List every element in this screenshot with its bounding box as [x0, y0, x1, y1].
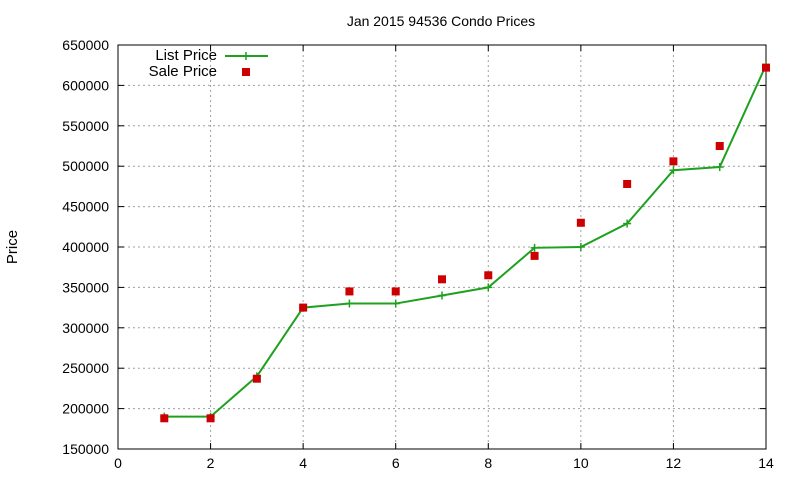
legend: List Price Sale Price	[149, 47, 268, 80]
x-tick-label: 10	[573, 455, 589, 471]
y-tick-label: 450000	[62, 199, 109, 215]
sale-price-point	[299, 303, 308, 312]
legend-label-list-price: List Price	[155, 47, 217, 64]
sale-price-point	[623, 179, 632, 188]
sale-price-point	[530, 251, 539, 260]
y-tick-label: 300000	[62, 320, 109, 336]
list-price-point	[669, 166, 678, 175]
legend-label-sale-price: Sale Price	[149, 63, 217, 80]
y-tick-label: 200000	[62, 401, 109, 417]
sale-price-point	[669, 157, 678, 166]
chart-title: Jan 2015 94536 Condo Prices	[347, 13, 535, 29]
y-tick-label: 350000	[62, 279, 109, 295]
legend-swatch-sale-price	[242, 68, 250, 76]
x-tick-label: 12	[666, 455, 682, 471]
list-price-point	[623, 219, 632, 228]
sale-price-point	[345, 287, 354, 296]
y-axis-label: Price	[4, 230, 21, 264]
sale-price-point	[160, 414, 169, 423]
y-tick-label: 500000	[62, 158, 109, 174]
grid-layer	[118, 45, 766, 449]
sale-price-point	[715, 142, 724, 150]
ticks-layer: 0 2 4 6 8 10 12 14 150000 200000 250000 300000 35000…	[62, 37, 774, 471]
list-price-point	[715, 163, 724, 172]
sale-price-point	[206, 414, 215, 423]
list-price-point	[391, 299, 400, 308]
y-tick-label: 600000	[62, 77, 109, 93]
x-tick-label: 0	[114, 455, 122, 471]
y-tick-label: 400000	[62, 239, 109, 255]
series-layer	[160, 61, 770, 423]
sale-price-point	[762, 63, 770, 72]
sale-price-point	[391, 287, 400, 296]
x-tick-label: 6	[392, 455, 400, 471]
sale-price-point	[576, 218, 585, 227]
list-price-point	[345, 299, 354, 308]
x-tick-label: 14	[758, 455, 774, 471]
y-tick-label: 550000	[62, 118, 109, 134]
x-tick-label: 2	[207, 455, 215, 471]
x-tick-label: 8	[484, 455, 492, 471]
list-price-line	[164, 64, 767, 418]
y-tick-label: 150000	[62, 441, 109, 457]
sale-price-point	[438, 275, 446, 284]
x-tick-label: 4	[299, 455, 307, 471]
list-price-point	[530, 243, 539, 252]
sale-price-point	[252, 374, 261, 383]
list-price-point	[438, 291, 446, 300]
y-tick-label: 650000	[62, 37, 109, 53]
list-price-point	[484, 283, 493, 292]
sale-price-point	[484, 271, 493, 280]
legend-marker-list-price	[242, 52, 250, 60]
list-price-point	[576, 243, 585, 251]
y-tick-label: 250000	[62, 360, 109, 376]
